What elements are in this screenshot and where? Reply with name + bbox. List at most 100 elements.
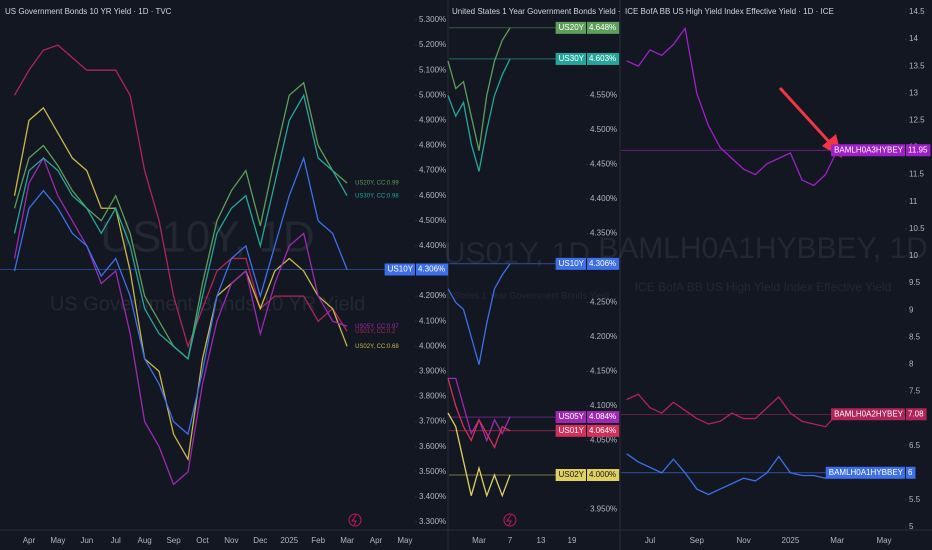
x-tick-label: Apr (23, 536, 36, 545)
price-name-box (384, 263, 415, 276)
y-tick-label: 11.5 (909, 170, 925, 179)
x-tick-label: Nov (224, 536, 238, 545)
y-tick-label: 5.200% (419, 40, 446, 49)
price-value-box (587, 424, 620, 437)
x-tick-label: Sep (166, 536, 181, 545)
price-value: 4.306% (589, 259, 616, 268)
replay-icon[interactable] (348, 513, 362, 527)
y-tick-label: 4.550% (590, 91, 617, 100)
y-tick-label: 4.500% (419, 216, 446, 225)
y-tick-label: 4.250% (590, 298, 617, 307)
price-name: US30Y (559, 54, 585, 63)
x-tick-label: Sep (690, 536, 705, 545)
x-tick-label: Mar (830, 536, 844, 545)
y-tick-label: 3.800% (419, 392, 446, 401)
y-tick-label: 6.5 (909, 441, 921, 450)
series-line (447, 378, 511, 449)
x-tick-label: Oct (196, 536, 209, 545)
x-tick-label: Jun (80, 536, 93, 545)
y-tick-label: 4.400% (419, 241, 446, 250)
y-tick-label: 4.400% (590, 194, 617, 203)
y-tick-label: 4.700% (419, 166, 446, 175)
price-name-box (555, 21, 586, 34)
price-name-box (831, 408, 905, 421)
series-name: US30Y, CC:0.98 (355, 193, 399, 199)
price-value: 11.95 (908, 145, 928, 154)
chart-title: ICE BofA BB US High Yield Index Effectiv… (625, 7, 834, 16)
series-line (13, 93, 348, 361)
series-line (626, 26, 838, 187)
y-tick-label: 4.200% (419, 291, 446, 300)
y-tick-label: 3.400% (419, 492, 446, 501)
y-tick-label: 11 (909, 197, 918, 206)
y-tick-label: 4.000% (419, 341, 446, 350)
x-tick-label: Nov (736, 536, 750, 545)
price-value: 4.306% (418, 265, 445, 274)
replay-icon[interactable] (503, 513, 517, 527)
x-tick-label: Apr (370, 536, 383, 545)
price-name: US02Y (559, 470, 585, 479)
series-line (13, 106, 348, 462)
price-value-box (906, 144, 931, 157)
series-line (626, 393, 838, 428)
y-tick-label: 3.900% (419, 367, 446, 376)
series-line (13, 155, 348, 436)
price-name-box (555, 52, 586, 65)
y-tick-label: 8 (909, 359, 914, 368)
y-tick-label: 4.600% (419, 191, 446, 200)
icon-bolt (351, 514, 357, 526)
price-name: US10Y (388, 265, 414, 274)
series-name: US20Y, CC:0.99 (355, 181, 399, 187)
price-value: 4.064% (589, 426, 616, 435)
chart-title: United States 1 Year Government Bonds Yi… (452, 7, 621, 16)
watermark: US10Y, 1D (100, 213, 314, 262)
price-value-box (587, 257, 620, 270)
y-tick-label: 10 (909, 251, 918, 260)
price-name: US05Y (559, 412, 585, 421)
x-tick-label: 13 (537, 536, 546, 545)
y-tick-label: 9.5 (909, 278, 921, 287)
x-tick-label: May (876, 536, 891, 545)
price-name-box (555, 411, 586, 424)
y-tick-label: 9 (909, 305, 914, 314)
x-tick-label: May (397, 536, 412, 545)
price-value-box (587, 21, 620, 34)
price-name-box (555, 257, 586, 270)
y-tick-label: 5.5 (909, 495, 921, 504)
y-tick-label: 12.5 (909, 116, 925, 125)
price-value-box (906, 466, 916, 479)
y-tick-label: 14 (909, 34, 918, 43)
price-value-box (906, 408, 927, 421)
price-name: US01Y (559, 426, 585, 435)
price-value-box (587, 469, 620, 481)
series-line (13, 44, 348, 349)
series-line (13, 156, 348, 486)
y-tick-label: 13.5 (909, 61, 925, 70)
y-tick-label: 14.5 (909, 7, 925, 16)
x-tick-label: Mar (472, 536, 486, 545)
price-name: BAMLH0A1HYBBEY (829, 468, 904, 477)
x-tick-label: Aug (138, 536, 152, 545)
price-value: 4.000% (589, 470, 616, 479)
series-name: US05Y, CC:0.97 (355, 324, 399, 330)
price-name: US20Y (559, 23, 585, 32)
x-tick-label: 7 (508, 536, 513, 545)
price-value: 4.084% (589, 412, 616, 421)
y-tick-label: 4.100% (590, 401, 617, 410)
price-value-box (587, 411, 620, 424)
y-tick-label: 5.000% (419, 90, 446, 99)
y-tick-label: 4.100% (419, 316, 446, 325)
y-tick-label: 10.5 (909, 224, 925, 233)
y-tick-label: 5.100% (419, 65, 446, 74)
y-tick-label: 3.300% (419, 517, 446, 526)
price-name-box (831, 144, 905, 157)
price-value: 4.603% (589, 54, 616, 63)
price-name: US10Y (559, 259, 585, 268)
price-value: 7.08 (908, 409, 924, 418)
x-tick-label: 2025 (782, 536, 800, 545)
arrow-shaft (778, 86, 834, 147)
price-value-box (416, 263, 449, 276)
x-tick-label: Jul (645, 536, 655, 545)
price-name: BAMLH0A2HYBEY (834, 409, 904, 418)
